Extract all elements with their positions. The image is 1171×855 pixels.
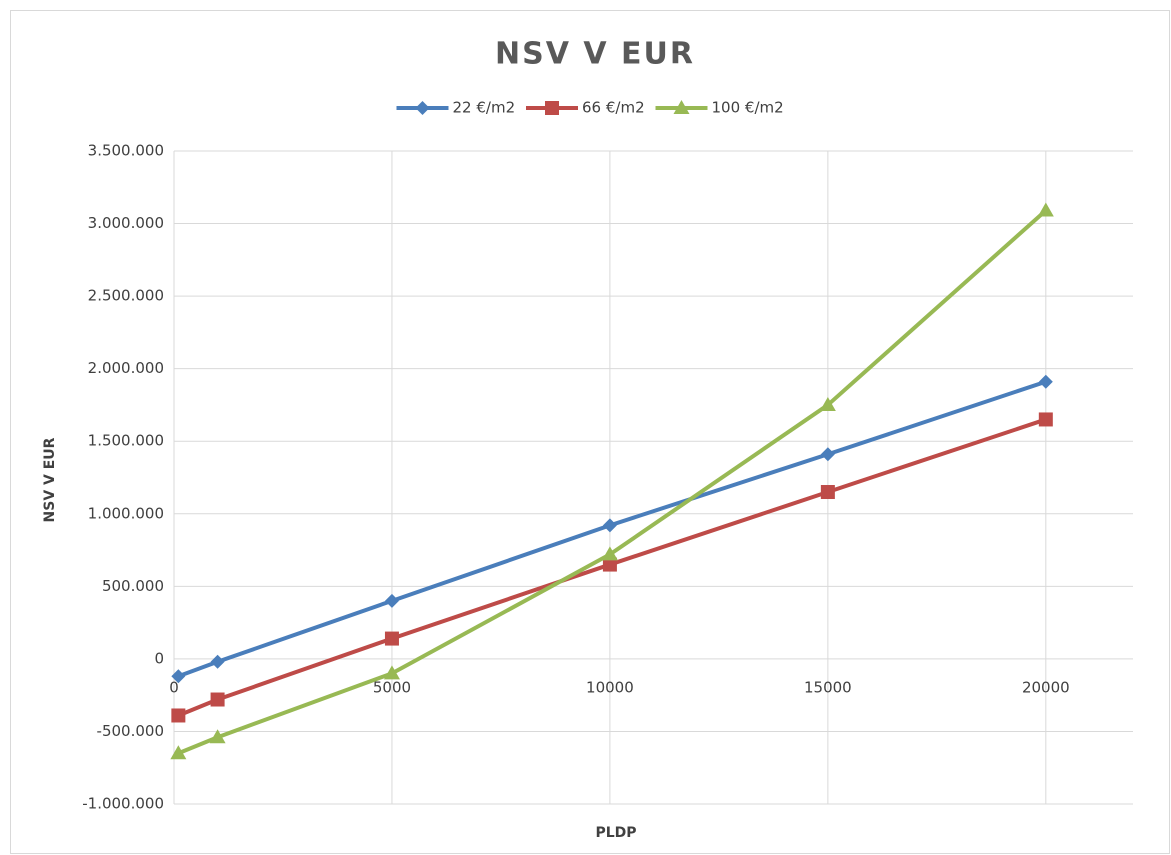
marker	[171, 669, 186, 684]
marker	[601, 546, 618, 561]
y-tick-label: 2.000.000	[88, 359, 164, 377]
y-tick-label: 2.500.000	[88, 287, 164, 305]
series-line	[177, 209, 1048, 756]
marker	[209, 729, 226, 744]
marker	[602, 518, 617, 533]
marker	[545, 101, 559, 115]
marker	[820, 485, 835, 500]
marker	[1038, 412, 1053, 427]
y-tick-label: 3.000.000	[88, 214, 164, 232]
y-tick-label: 3.500.000	[88, 142, 164, 160]
legend-label: 22 €/m2	[453, 99, 516, 117]
legend-label: 66 €/m2	[582, 99, 645, 117]
x-tick-label: 0	[169, 678, 179, 696]
marker	[170, 745, 187, 760]
y-tick-label: 0	[154, 649, 164, 667]
legend-label: 100 €/m2	[712, 99, 784, 117]
x-tick-label: 15000	[804, 678, 852, 696]
y-tick-label: 500.000	[102, 577, 164, 595]
marker	[415, 101, 430, 115]
marker	[384, 593, 399, 608]
y-tick-label: 1.000.000	[88, 504, 164, 522]
marker	[210, 654, 225, 669]
x-axis-label: PLDP	[595, 825, 636, 841]
chart-border	[10, 10, 1170, 854]
y-tick-label: -500.000	[97, 722, 164, 740]
x-tick-label: 5000	[373, 678, 411, 696]
y-tick-label: -1.000.000	[82, 795, 164, 813]
series-line	[177, 379, 1047, 679]
y-tick-label: 1.500.000	[88, 432, 164, 450]
chart-title: NSV V EUR	[495, 37, 695, 72]
marker	[673, 100, 690, 114]
marker	[171, 708, 186, 723]
marker	[1037, 202, 1054, 217]
marker	[1038, 374, 1053, 389]
marker	[384, 631, 399, 646]
y-axis-label: NSV V EUR	[42, 437, 58, 522]
marker	[210, 692, 225, 707]
marker	[602, 557, 617, 572]
marker	[819, 396, 836, 411]
x-tick-label: 20000	[1022, 678, 1070, 696]
marker	[383, 665, 400, 680]
marker	[820, 447, 835, 462]
x-tick-label: 10000	[586, 678, 634, 696]
